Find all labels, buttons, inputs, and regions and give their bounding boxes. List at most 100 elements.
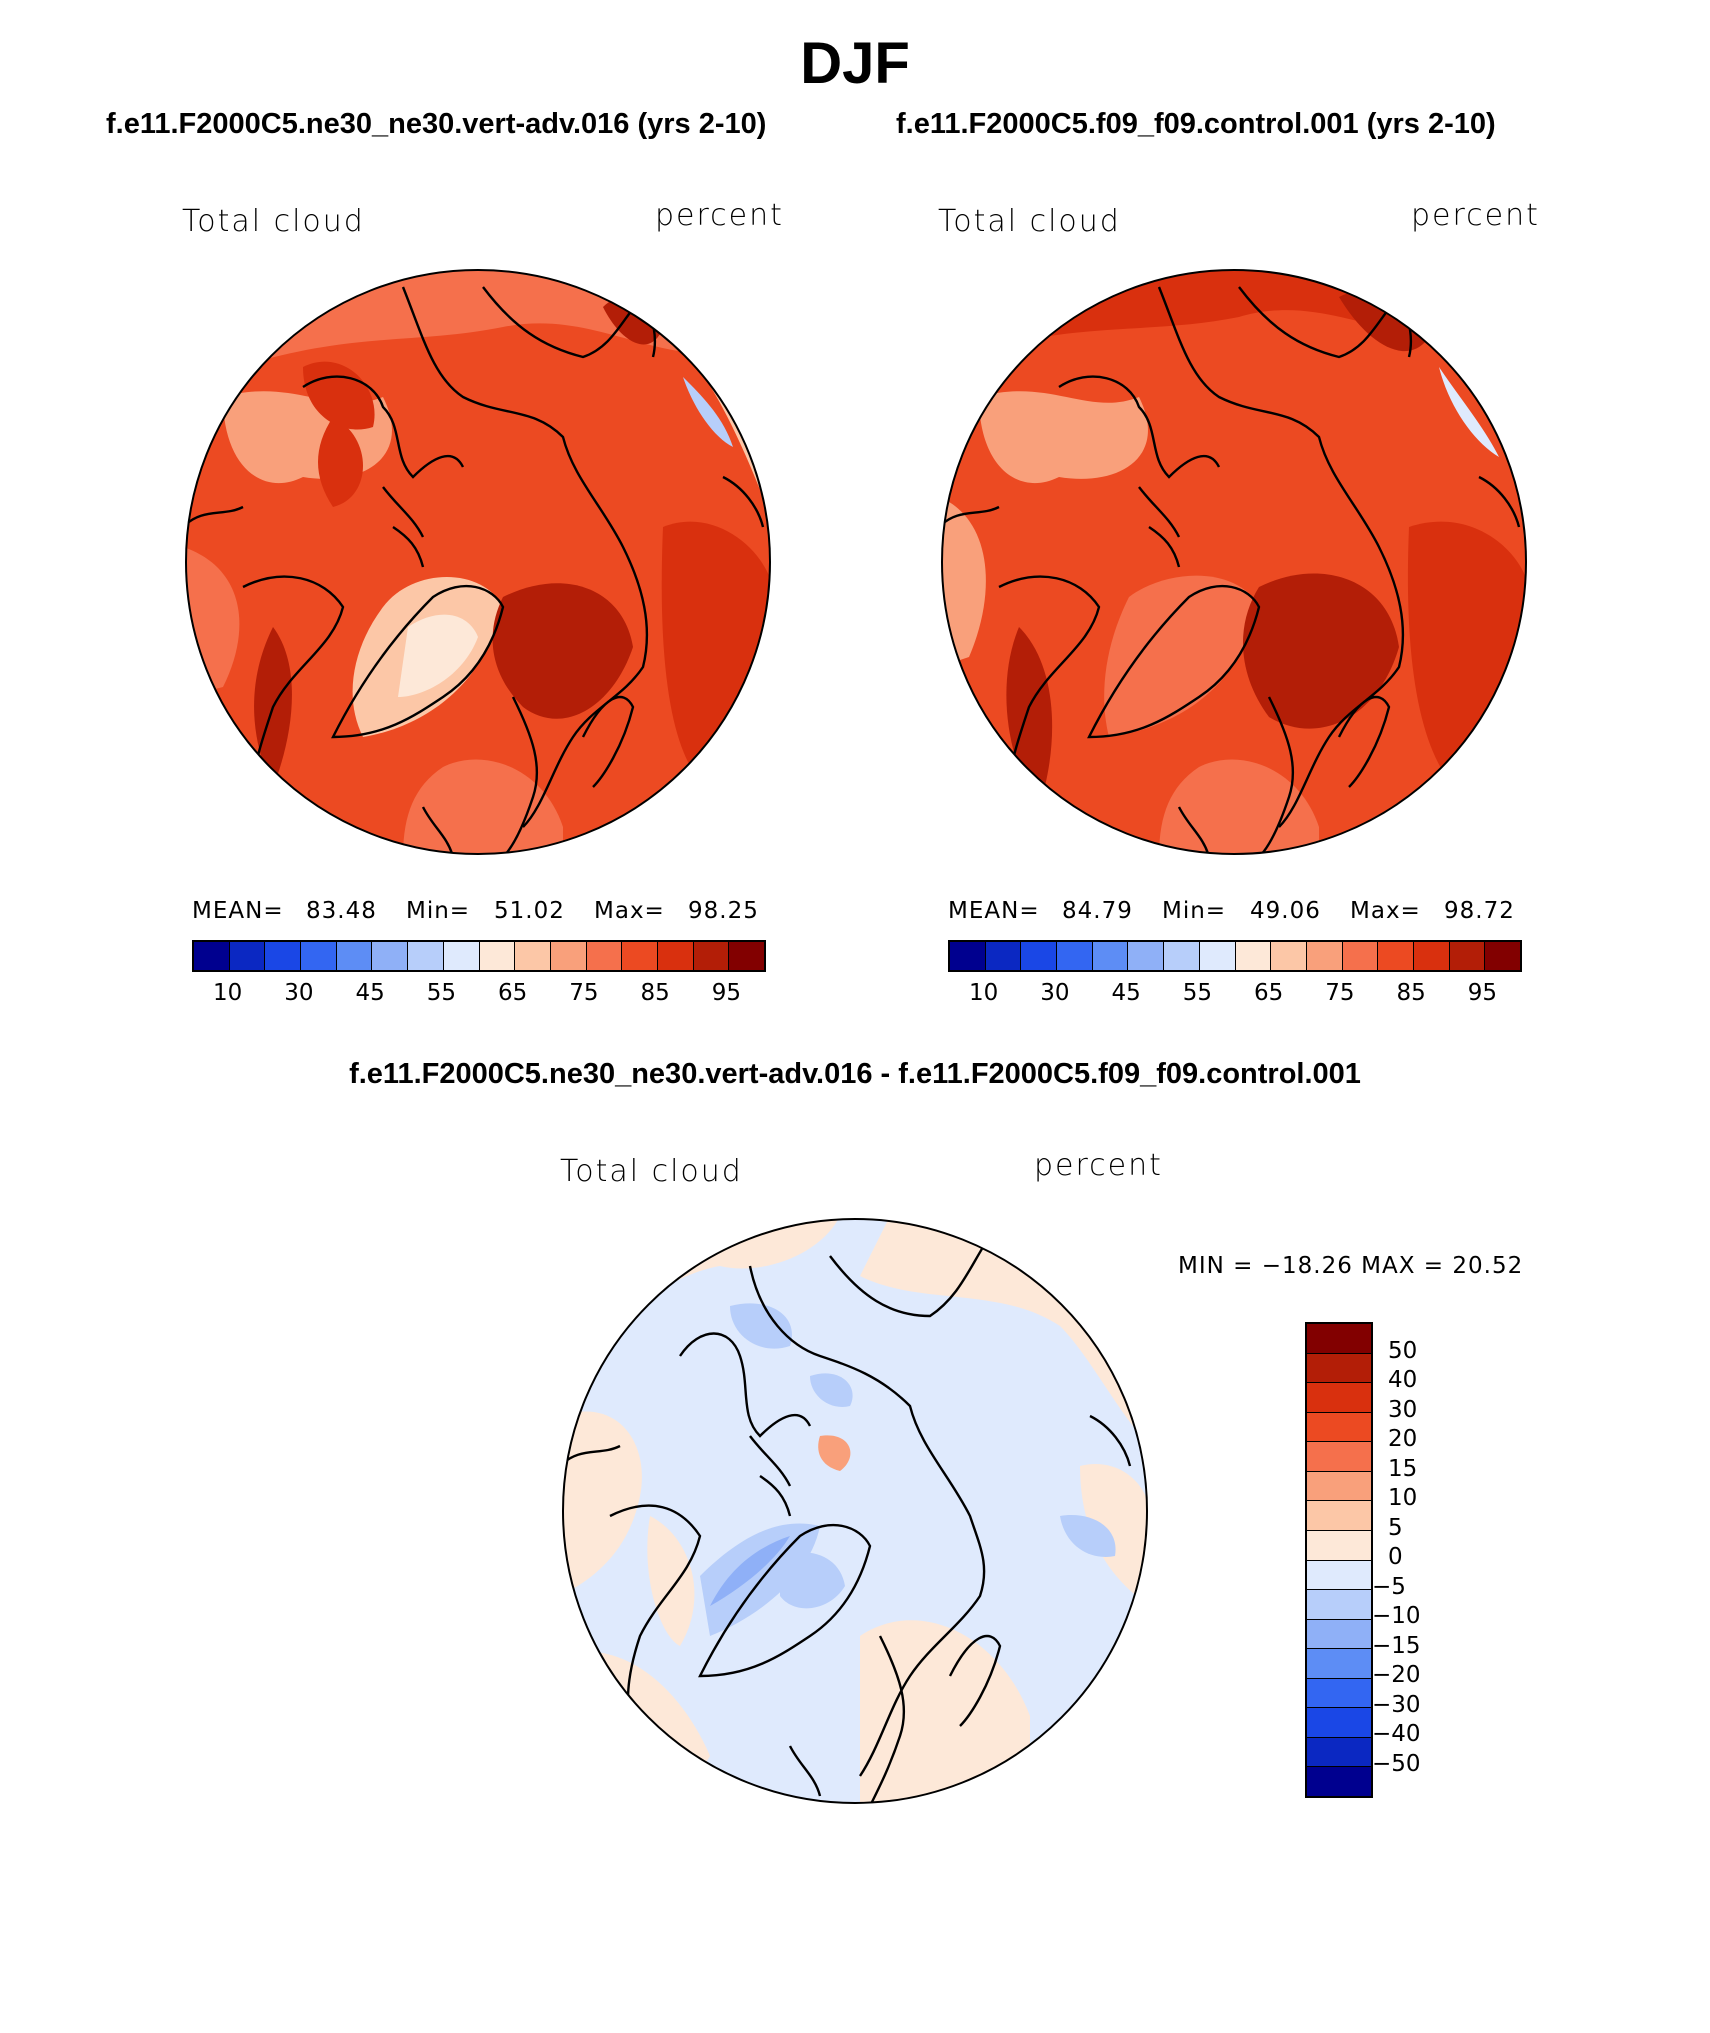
left-max-value: 98.25 <box>688 898 759 924</box>
right-colorbar-tick: 10 <box>968 980 999 1006</box>
left-min-value: 51.02 <box>494 898 565 924</box>
diff-colorbar-tick: 20 <box>1388 1426 1418 1452</box>
diff-colorbar-tick: 15 <box>1388 1455 1418 1482</box>
left-colorbar-swatch <box>586 942 623 970</box>
left-colorbar-tick: 10 <box>212 980 243 1006</box>
left-colorbar-swatch <box>301 942 337 970</box>
diff-units-label: percent <box>1034 1148 1163 1183</box>
left-units-label: percent <box>655 198 784 233</box>
left-colorbar-swatch <box>479 942 516 970</box>
diff-colorbar-swatch <box>1307 1590 1371 1620</box>
diff-colorbar-swatch <box>1307 1649 1371 1679</box>
diff-colorbar-tick: −40 <box>1372 1721 1421 1747</box>
diff-colorbar-swatch <box>1307 1324 1371 1354</box>
diff-colorbar-swatch <box>1307 1530 1371 1561</box>
left-colorbar-tick: 65 <box>497 980 528 1006</box>
left-min-label: Min= <box>406 898 471 924</box>
left-colorbar-swatch <box>372 942 409 970</box>
left-colorbar-ticks: 10 30 45 55 65 75 85 95 <box>192 980 762 1010</box>
diff-colorbar-swatch <box>1307 1767 1371 1796</box>
left-colorbar-swatch <box>229 942 266 970</box>
left-case-title: f.e11.F2000C5.ne30_ne30.vert-adv.016 (yr… <box>106 108 767 140</box>
diff-minmax-text: MIN = −18.26 MAX = 20.52 <box>1178 1253 1524 1279</box>
right-colorbar-swatch <box>1235 942 1272 970</box>
main-title: DJF <box>800 31 910 96</box>
right-colorbar-tick: 45 <box>1111 980 1141 1006</box>
right-colorbar-swatch <box>1413 942 1450 970</box>
right-colorbar-swatch <box>1164 942 1200 970</box>
left-colorbar-tick: 85 <box>640 980 670 1006</box>
right-mean-value: 84.79 <box>1062 898 1133 924</box>
diff-variable-label: Total cloud <box>560 1154 743 1189</box>
right-polar-map <box>941 269 1527 855</box>
diff-colorbar-tick: 30 <box>1388 1396 1418 1423</box>
right-colorbar-tick: 30 <box>1040 980 1070 1006</box>
right-colorbar-swatch <box>1271 942 1307 970</box>
right-colorbar-swatch <box>1485 942 1520 970</box>
right-colorbar-tick: 55 <box>1182 980 1213 1006</box>
left-variable-label: Total cloud <box>182 204 365 239</box>
diff-colorbar-swatch <box>1307 1442 1371 1472</box>
diff-colorbar-tick: −15 <box>1372 1632 1421 1659</box>
right-colorbar-swatch <box>985 942 1022 970</box>
left-colorbar <box>192 940 766 972</box>
left-colorbar-swatch <box>408 942 444 970</box>
right-colorbar-tick: 75 <box>1325 980 1355 1006</box>
diff-colorbar-swatch <box>1307 1383 1371 1413</box>
right-colorbar-swatch <box>1021 942 1058 970</box>
diff-colorbar-tick: 5 <box>1388 1514 1403 1541</box>
diff-colorbar-swatch <box>1307 1678 1371 1709</box>
left-polar-map <box>185 269 771 855</box>
left-colorbar-swatch <box>622 942 658 970</box>
diff-colorbar-tick: −30 <box>1372 1691 1421 1718</box>
left-colorbar-swatch <box>336 942 373 970</box>
left-mean-value: 83.48 <box>306 898 377 924</box>
right-case-title: f.e11.F2000C5.f09_f09.control.001 (yrs 2… <box>896 108 1496 140</box>
left-max-label: Max= <box>594 898 665 924</box>
right-colorbar-tick: 65 <box>1253 980 1284 1006</box>
left-colorbar-swatch <box>657 942 694 970</box>
diff-colorbar-swatch <box>1307 1471 1371 1502</box>
diff-colorbar-tick: 50 <box>1388 1337 1418 1364</box>
left-colorbar-tick: 75 <box>569 980 599 1006</box>
left-colorbar-tick: 55 <box>426 980 457 1006</box>
left-colorbar-swatch <box>550 942 587 970</box>
right-colorbar-swatch <box>1128 942 1165 970</box>
left-colorbar-tick: 45 <box>355 980 385 1006</box>
diff-colorbar-tick: −10 <box>1372 1603 1421 1629</box>
diff-colorbar-tick: −5 <box>1372 1573 1406 1600</box>
left-colorbar-tick: 30 <box>284 980 314 1006</box>
diff-colorbar-swatch <box>1307 1708 1371 1738</box>
right-colorbar-tick: 95 <box>1467 980 1498 1006</box>
diff-colorbar-swatch <box>1307 1619 1371 1650</box>
diff-polar-map <box>562 1218 1148 1804</box>
left-colorbar-swatch <box>265 942 302 970</box>
right-min-value: 49.06 <box>1250 898 1321 924</box>
right-mean-label: MEAN= <box>948 898 1040 924</box>
right-colorbar <box>948 940 1522 972</box>
left-colorbar-swatch <box>693 942 730 970</box>
diff-colorbar-tick: 10 <box>1388 1485 1418 1511</box>
diff-colorbar-tick: 40 <box>1388 1367 1418 1393</box>
diff-colorbar-tick: 0 <box>1388 1544 1403 1570</box>
diff-colorbar-swatch <box>1307 1737 1371 1768</box>
left-colorbar-swatch <box>515 942 551 970</box>
right-colorbar-swatch <box>1057 942 1093 970</box>
diff-title: f.e11.F2000C5.ne30_ne30.vert-adv.016 - f… <box>349 1058 1361 1090</box>
diff-colorbar-swatch <box>1307 1560 1371 1591</box>
right-colorbar-swatch <box>1199 942 1236 970</box>
diff-colorbar-tick: −50 <box>1372 1750 1421 1777</box>
diff-colorbar-swatch <box>1307 1501 1371 1531</box>
right-colorbar-swatch <box>1449 942 1486 970</box>
right-colorbar-swatch <box>950 942 986 970</box>
right-colorbar-swatch <box>1342 942 1379 970</box>
right-colorbar-ticks: 10 30 45 55 65 75 85 95 <box>948 980 1518 1010</box>
right-colorbar-tick: 85 <box>1396 980 1426 1006</box>
left-colorbar-tick: 95 <box>711 980 742 1006</box>
right-colorbar-swatch <box>1306 942 1343 970</box>
right-colorbar-swatch <box>1378 942 1414 970</box>
diff-colorbar-swatch <box>1307 1412 1371 1443</box>
right-max-label: Max= <box>1350 898 1421 924</box>
left-colorbar-swatch <box>194 942 230 970</box>
right-variable-label: Total cloud <box>938 204 1121 239</box>
